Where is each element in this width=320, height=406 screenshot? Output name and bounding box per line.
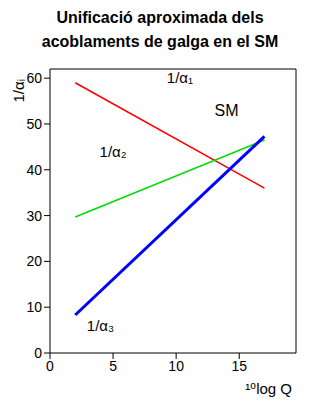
svg-text:60: 60 <box>26 70 42 86</box>
svg-text:10: 10 <box>26 299 42 315</box>
html-text:Unificació aproximada dels aco: Unificació aproximada dels acoblaments d… <box>41 9 279 50</box>
svg-text:30: 30 <box>26 208 42 224</box>
svg-text:1/αᵢ: 1/αᵢ <box>10 79 27 103</box>
svg-text:50: 50 <box>26 116 42 132</box>
svg-text:20: 20 <box>26 253 42 269</box>
svg-text:10: 10 <box>168 358 184 374</box>
svg-text:SM: SM <box>215 102 239 119</box>
svg-text:¹⁰log Q: ¹⁰log Q <box>245 380 292 397</box>
svg-text:5: 5 <box>109 358 117 374</box>
svg-text:1/α₃: 1/α₃ <box>87 317 114 334</box>
svg-text:0: 0 <box>34 345 42 361</box>
svg-text:1/α₁: 1/α₁ <box>167 69 193 86</box>
svg-text:15: 15 <box>231 358 247 374</box>
svg-text:1/α₂: 1/α₂ <box>100 143 127 160</box>
svg-text:0: 0 <box>46 358 54 374</box>
svg-text:40: 40 <box>26 162 42 178</box>
